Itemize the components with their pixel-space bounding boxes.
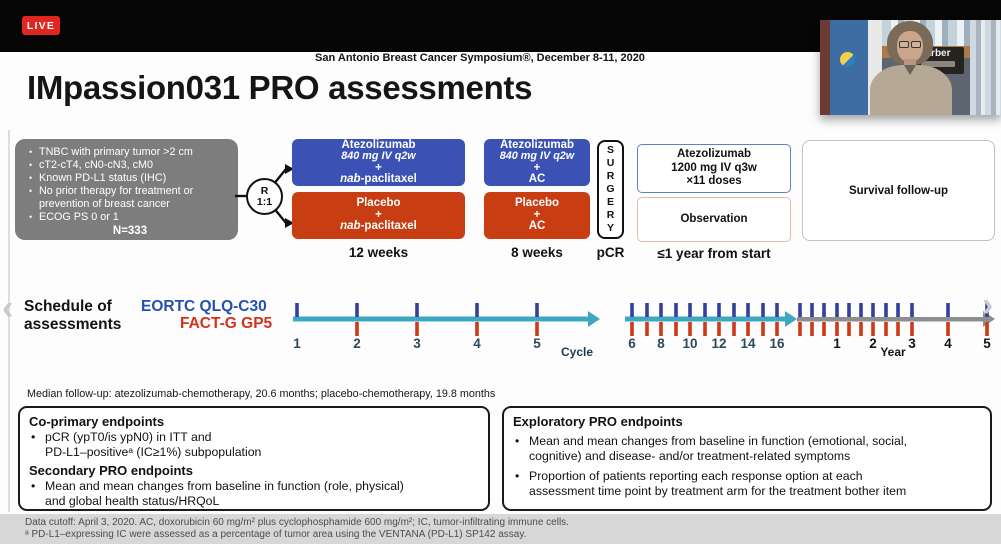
eligibility-item: No prior therapy for treatment or preven… [28,185,202,211]
footnote-line2: ᵃ PD-L1–expressing IC were assessed as a… [25,528,527,540]
prev-slide-button[interactable]: ‹ [2,289,14,327]
svg-text:14: 14 [740,336,756,351]
maintenance-doses: ×11 doses [686,175,742,188]
slide-title: IMpassion031 PRO assessments [27,69,533,106]
eligibility-item: TNBC with primary tumor >2 cm [28,146,232,159]
symposium-subtitle: San Antonio Breast Cancer Symposium®, De… [315,52,645,64]
svg-text:4: 4 [473,336,481,351]
footnote-bar: Data cutoff: April 3, 2020. AC, doxorubi… [0,514,1001,544]
arm-drug: Placebo [514,197,560,210]
exploratory-bullet: • Mean and mean changes from baseline in… [515,434,908,463]
svg-text:5: 5 [983,336,991,351]
svg-text:Year: Year [880,345,906,359]
eligibility-item: Known PD-L1 status (IHC) [28,172,232,185]
exploratory-bullet: • Proportion of patients reporting each … [515,469,907,498]
median-followup-text: Median follow-up: atezolizumab-chemother… [27,388,496,400]
randomization-ratio: 1:1 [256,195,273,208]
coprimary-heading: Co-primary endpoints [29,414,165,429]
glasses-icon [899,41,909,48]
building-backdrop [820,20,830,115]
maintenance-duration: ≤1 year from start [657,246,771,261]
building-backdrop [970,20,1001,115]
eligibility-list: TNBC with primary tumor >2 cm cT2-cT4, c… [28,146,232,224]
arm-atezolizumab-ac: Atezolizumab 840 mg IV q2w + AC [484,139,590,186]
arm-chemo: nab-paclitaxel [340,173,417,185]
maintenance-drug: Atezolizumab [676,148,752,161]
arm-chemo: AC [528,220,546,233]
arm-chemo: nab-paclitaxel [340,220,417,233]
webcam-video[interactable]: arber [820,20,1001,115]
maintenance-dose: 1200 mg IV q3w [671,161,757,174]
arm-atezolizumab-nabpaclitaxel: Atezolizumab 840 mg IV q2w + nab-paclita… [292,139,465,186]
svg-text:8: 8 [657,336,665,351]
svg-text:4: 4 [944,336,952,351]
primary-endpoints-box: Co-primary endpoints • pCR (ypT0/is ypN0… [18,406,490,511]
svg-text:1: 1 [293,336,301,351]
arm-plus: + [533,161,541,174]
svg-text:16: 16 [769,336,785,351]
svg-text:2: 2 [869,336,877,351]
svg-text:1: 1 [833,336,841,351]
phase1-duration: 12 weeks [348,245,409,260]
live-badge: LIVE [22,16,60,35]
schedule-heading: Schedule of assessments [24,298,122,333]
slide-left-edge [8,130,10,512]
phase2-duration: 8 weeks [511,245,563,260]
exploratory-heading: Exploratory PRO endpoints [513,414,683,429]
building-logo [840,52,855,67]
svg-text:10: 10 [682,336,697,351]
bullet-icon: • [31,479,36,493]
instrument-eortc: EORTC QLQ-C30 [141,298,267,315]
svg-text:6: 6 [628,336,636,351]
svg-text:5: 5 [533,336,541,351]
arm-plus: + [375,208,382,221]
bullet-icon: • [515,469,520,483]
arm-drug: Placebo [356,197,401,210]
pcr-label: pCR [596,245,625,260]
bullet-icon: • [515,434,520,448]
eligibility-item: cT2-cT4, cN0-cN3, cM0 [28,159,232,172]
svg-text:Cycle: Cycle [561,345,593,359]
arm-drug: Atezolizumab [341,138,416,151]
randomization-r: R [260,184,269,197]
arm-chemo: AC [528,173,546,185]
arm-placebo-nabpaclitaxel: Placebo + nab-paclitaxel [292,192,465,239]
arm-dose: 840 mg IV q2w [499,150,575,162]
maintenance-atezolizumab-box: Atezolizumab 1200 mg IV q3w ×11 doses [637,144,791,193]
building-backdrop [830,20,868,115]
next-slide-button[interactable]: › [982,286,994,324]
speaker-silhouette [904,65,916,75]
speaker-silhouette [897,31,923,62]
arm-plus: + [533,208,541,221]
arm-placebo-ac: Placebo + AC [484,192,590,239]
instrument-factg: FACT-G GP5 [180,315,273,332]
speaker-silhouette [870,65,952,115]
observation-box: Observation [637,197,791,242]
survival-followup-box: Survival follow-up [802,140,995,241]
randomization-circle: R 1:1 [246,178,283,215]
coprimary-bullet: • pCR (ypT0/is ypN0) in ITT and PD-L1–pos… [31,430,262,459]
footnote-line1: Data cutoff: April 3, 2020. AC, doxorubi… [25,517,569,528]
svg-text:3: 3 [908,336,916,351]
secondary-heading: Secondary PRO endpoints [29,463,193,478]
svg-text:12: 12 [711,336,726,351]
enrollment-count: N=333 [112,225,148,237]
svg-text:3: 3 [413,336,421,351]
glasses-icon [911,41,921,48]
speaker-silhouette [904,59,916,68]
arm-dose: 840 mg IV q2w [341,150,416,162]
arm-plus: + [375,161,382,174]
exploratory-endpoints-box: Exploratory PRO endpoints • Mean and mea… [502,406,992,511]
secondary-bullet: • Mean and mean changes from baseline in… [31,479,404,508]
eligibility-box: TNBC with primary tumor >2 cm cT2-cT4, c… [15,139,238,240]
eligibility-item: ECOG PS 0 or 1 [28,211,232,224]
svg-text:2: 2 [353,336,361,351]
bullet-icon: • [31,430,36,444]
arm-drug: Atezolizumab [499,138,575,151]
